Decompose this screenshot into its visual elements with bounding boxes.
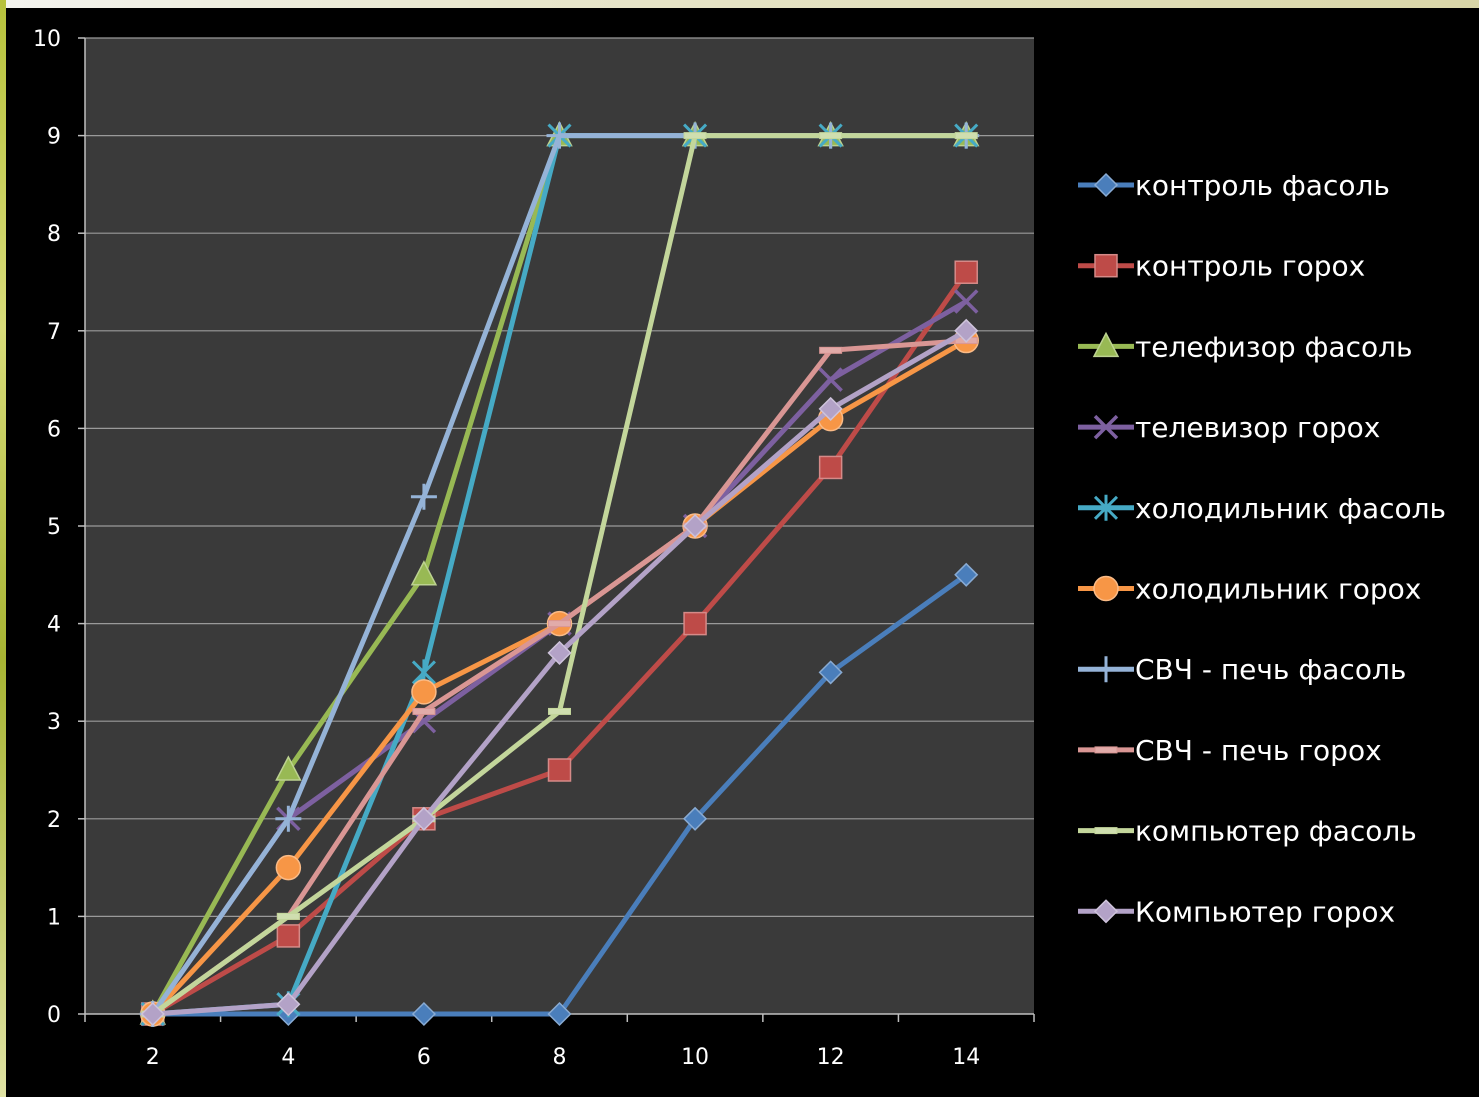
data-point [818,455,843,480]
legend-label: контроль фасоль [1135,169,1390,202]
data-point [818,396,843,421]
data-point [547,640,572,665]
legend-marker [1094,746,1118,754]
data-point [411,806,436,831]
x-tick-label: 6 [417,1045,431,1070]
x-tick-label: 12 [817,1045,845,1070]
legend-item: Компьютер горох [1078,895,1395,928]
legend-label: холодильник горох [1135,573,1421,606]
series-lines [139,120,980,1027]
legend-marker [1093,414,1119,440]
legend-label: контроль горох [1135,250,1365,283]
data-point [953,289,979,314]
legend-item: холодильник фасоль [1078,492,1446,525]
legend-label: СВЧ - печь горох [1135,734,1382,767]
y-tick-label: 1 [47,905,61,930]
legend-marker [1093,172,1119,198]
legend-label: холодильник фасоль [1135,492,1446,525]
data-point [140,1001,165,1027]
y-tick-label: 5 [47,515,61,540]
legend-item: СВЧ - печь горох [1078,734,1382,767]
legend-item: контроль фасоль [1078,169,1390,202]
legend-item: телевизор горох [1078,411,1380,444]
y-tick-label: 6 [47,417,61,442]
y-tick-label: 8 [47,222,61,247]
data-point [548,707,571,715]
legend-item: телефизор фасоль [1078,330,1413,363]
legend-item: СВЧ - печь фасоль [1078,653,1406,686]
data-point [276,912,300,920]
x-tick-label: 10 [681,1045,709,1070]
y-tick-label: 0 [47,1003,61,1028]
data-point [275,805,302,832]
y-tick-label: 10 [33,27,61,52]
data-point [683,132,707,140]
legend-marker [1092,331,1120,358]
data-point [275,854,302,881]
data-point [954,132,978,140]
data-point [276,924,301,948]
legend-item: холодильник горох [1078,573,1421,606]
legend-label: телефизор фасоль [1135,330,1413,363]
y-tick-label: 2 [47,808,61,833]
y-tick-label: 4 [47,613,61,638]
y-tick-label: 7 [47,320,61,345]
legend-item: компьютер фасоль [1078,815,1417,848]
data-point [410,483,437,510]
data-point [683,513,708,539]
data-point [683,611,707,636]
data-point [548,620,571,628]
data-point [547,1001,572,1027]
legend-marker [1094,827,1118,835]
data-point [547,758,572,782]
series-10 [140,318,979,1027]
data-point [412,707,436,715]
y-tick-label: 3 [47,710,61,735]
x-tick-label: 8 [553,1045,567,1070]
data-point [818,367,843,392]
x-tick-label: 2 [146,1045,160,1070]
slide-background-edge-top [0,0,1479,8]
x-tick-label: 14 [952,1045,980,1070]
data-point [818,660,843,685]
x-tick-label: 4 [281,1045,295,1070]
legend-marker [1093,494,1119,521]
legend: контроль фасоль контроль горох телефизор ф… [1078,169,1446,928]
legend-label: Компьютер горох [1135,895,1395,928]
legend-label: СВЧ - печь фасоль [1135,653,1406,686]
legend-marker [1093,656,1119,683]
legend-marker [1094,253,1118,278]
data-point [954,562,979,587]
data-point [410,560,438,586]
data-point [276,992,301,1017]
y-tick-label: 9 [47,125,61,150]
slide-background-edge-left [0,0,6,1097]
data-point [546,122,573,149]
data-point [411,1001,436,1027]
data-point [275,755,302,781]
legend-marker [1093,899,1119,924]
data-point [683,806,708,831]
data-point [954,260,978,284]
legend-label: компьютер фасоль [1135,815,1417,848]
data-point [954,318,979,343]
data-point [411,679,437,705]
legend-item: контроль горох [1078,250,1365,283]
data-point [819,346,843,354]
legend-marker [1093,575,1119,602]
data-point [819,132,843,140]
legend-label: телевизор горох [1135,411,1380,444]
